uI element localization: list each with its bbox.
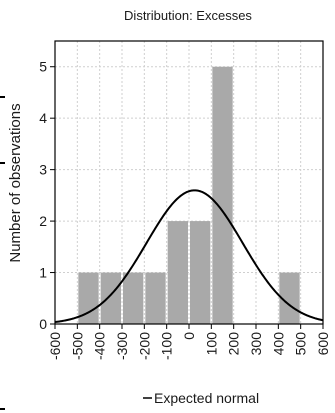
histogram-bar	[145, 272, 166, 324]
x-tick-label: 200	[226, 332, 242, 356]
chart-title: Distribution: Excesses	[124, 8, 252, 23]
histogram-bar	[212, 66, 233, 325]
x-tick-label: 600	[315, 332, 331, 356]
y-tick-label: 5	[39, 59, 47, 75]
bars-layer	[78, 66, 300, 325]
x-tick-label: 100	[203, 332, 219, 356]
ticks-layer: 0 1 2 3 4 5 -600 -500 -400 -300 -200 -100 0 100 200 300…	[39, 59, 331, 360]
histogram-bar	[78, 272, 99, 324]
x-tick-label: -300	[114, 332, 130, 360]
y-axis-label: Number of observations	[7, 103, 24, 262]
y-tick-label: 2	[39, 213, 47, 229]
x-tick-label: 400	[270, 332, 286, 356]
y-tick-label: 0	[39, 316, 47, 332]
histogram-bar	[123, 272, 144, 324]
histogram-bar	[190, 221, 211, 324]
x-tick-label: 0	[181, 332, 197, 340]
expected-normal-curve	[54, 189, 324, 324]
y-tick-label: 3	[39, 162, 47, 178]
x-tick-label: -500	[69, 332, 85, 360]
histogram-bar	[167, 221, 188, 324]
grid-layer	[55, 41, 323, 324]
y-tick-label: 4	[39, 110, 47, 126]
histogram-bar	[279, 272, 300, 324]
x-tick-label: 300	[248, 332, 264, 356]
y-tick-label: 1	[39, 265, 47, 281]
x-tick-label: -600	[47, 332, 63, 360]
x-tick-label: -100	[159, 332, 175, 360]
histogram-bar	[100, 272, 121, 324]
x-tick-label: 500	[293, 332, 309, 356]
x-tick-label: -400	[92, 332, 108, 360]
legend-label: Expected normal	[154, 390, 259, 406]
x-tick-label: -200	[136, 332, 152, 360]
